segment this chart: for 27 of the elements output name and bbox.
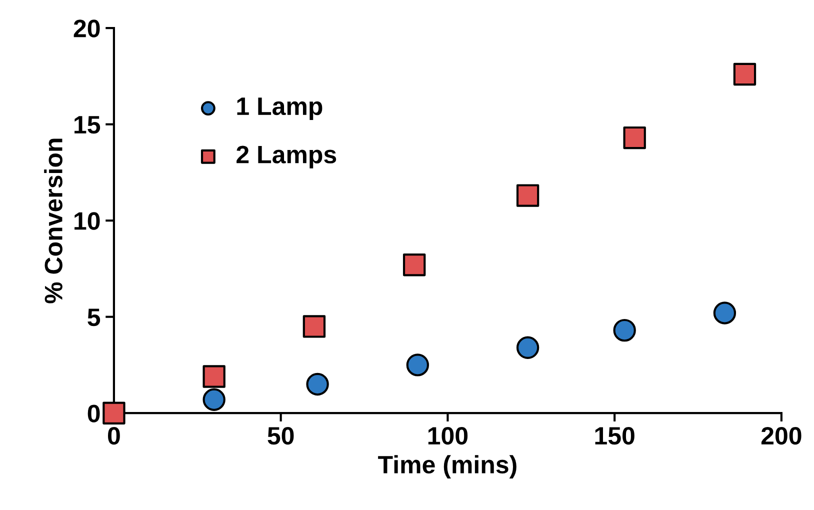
x-tick-label: 100 [428, 426, 468, 445]
point [713, 302, 736, 324]
y-axis-title: % Conversion [44, 138, 62, 304]
y-tick-label: 0 [88, 404, 100, 422]
point [202, 365, 226, 388]
point [102, 402, 126, 424]
point [516, 184, 540, 207]
point [613, 318, 636, 342]
y-tick-label: 10 [74, 212, 100, 230]
x-tick-label: 50 [268, 426, 294, 445]
legend-label: 1 Lamp [237, 98, 322, 120]
y-tick-label: 15 [74, 116, 100, 134]
point [402, 254, 426, 276]
y-tick-label: 20 [74, 20, 100, 38]
point [302, 315, 326, 338]
point [406, 354, 430, 376]
x-axis-title: Time (mins) [378, 455, 516, 478]
x-tick-label: 150 [595, 426, 634, 445]
point [623, 126, 646, 150]
point [306, 372, 329, 396]
legend-label: 2 Lamps [236, 146, 336, 168]
y-tick-label: 5 [88, 308, 100, 326]
x-tick-label: 0 [108, 426, 120, 445]
point [202, 388, 226, 411]
point [516, 336, 540, 359]
x-tick-label: 200 [761, 426, 802, 445]
point [733, 62, 756, 86]
